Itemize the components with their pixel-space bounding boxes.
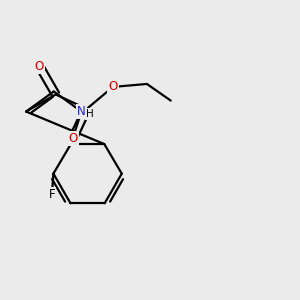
Text: O: O: [35, 60, 44, 73]
Text: N: N: [77, 105, 86, 118]
Text: H: H: [86, 109, 94, 119]
Text: F: F: [49, 188, 55, 201]
Text: O: O: [68, 132, 78, 145]
Text: O: O: [108, 80, 118, 93]
